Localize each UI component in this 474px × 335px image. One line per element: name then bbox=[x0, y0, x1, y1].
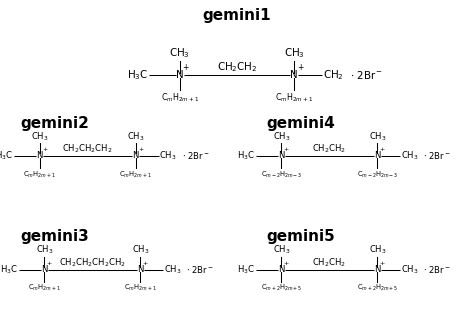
Text: +: + bbox=[42, 147, 47, 152]
Text: CH$_3$: CH$_3$ bbox=[31, 130, 48, 142]
Text: CH$_3$: CH$_3$ bbox=[127, 130, 145, 142]
Text: $\cdot$ 2Br$^-$: $\cdot$ 2Br$^-$ bbox=[186, 264, 214, 275]
Text: C$_{m-2}$H$_{2m-3}$: C$_{m-2}$H$_{2m-3}$ bbox=[261, 169, 302, 180]
Text: CH$_3$: CH$_3$ bbox=[401, 149, 419, 162]
Text: C$_m$H$_{2m+1}$: C$_m$H$_{2m+1}$ bbox=[124, 283, 157, 293]
Text: N: N bbox=[176, 70, 183, 80]
Text: N: N bbox=[374, 265, 381, 274]
Text: CH$_3$: CH$_3$ bbox=[273, 130, 290, 142]
Text: N: N bbox=[278, 265, 285, 274]
Text: CH$_3$: CH$_3$ bbox=[273, 244, 290, 256]
Text: +: + bbox=[182, 63, 189, 72]
Text: C$_{m-2}$H$_{2m-3}$: C$_{m-2}$H$_{2m-3}$ bbox=[356, 169, 398, 180]
Text: +: + bbox=[284, 261, 289, 266]
Text: $\cdot$ 2Br$^-$: $\cdot$ 2Br$^-$ bbox=[423, 264, 451, 275]
Text: +: + bbox=[284, 147, 289, 152]
Text: gemini2: gemini2 bbox=[20, 116, 89, 131]
Text: N: N bbox=[137, 265, 144, 274]
Text: $\cdot$ 2Br$^-$: $\cdot$ 2Br$^-$ bbox=[182, 150, 210, 161]
Text: C$_m$H$_{2m+1}$: C$_m$H$_{2m+1}$ bbox=[119, 169, 152, 180]
Text: +: + bbox=[143, 261, 148, 266]
Text: gemini3: gemini3 bbox=[20, 229, 89, 245]
Text: CH$_3$: CH$_3$ bbox=[369, 130, 386, 142]
Text: CH$_3$: CH$_3$ bbox=[159, 149, 177, 162]
Text: H$_3$C: H$_3$C bbox=[0, 149, 13, 162]
Text: C$_{m+2}$H$_{2m+5}$: C$_{m+2}$H$_{2m+5}$ bbox=[356, 283, 398, 293]
Text: CH$_3$: CH$_3$ bbox=[132, 244, 149, 256]
Text: H$_3$C: H$_3$C bbox=[127, 68, 148, 82]
Text: H$_3$C: H$_3$C bbox=[237, 263, 255, 276]
Text: H$_3$C: H$_3$C bbox=[0, 263, 18, 276]
Text: $\cdot$ 2Br$^-$: $\cdot$ 2Br$^-$ bbox=[350, 69, 383, 81]
Text: +: + bbox=[380, 261, 385, 266]
Text: CH$_3$: CH$_3$ bbox=[284, 46, 305, 60]
Text: N: N bbox=[278, 151, 285, 160]
Text: CH$_3$: CH$_3$ bbox=[36, 244, 53, 256]
Text: H$_3$C: H$_3$C bbox=[237, 149, 255, 162]
Text: N: N bbox=[132, 151, 139, 160]
Text: C$_m$H$_{2m+1}$: C$_m$H$_{2m+1}$ bbox=[23, 169, 56, 180]
Text: CH$_3$: CH$_3$ bbox=[369, 244, 386, 256]
Text: CH$_3$: CH$_3$ bbox=[401, 263, 419, 276]
Text: C$_m$H$_{2m+1}$: C$_m$H$_{2m+1}$ bbox=[275, 91, 313, 104]
Text: CH$_2$CH$_2$: CH$_2$CH$_2$ bbox=[312, 142, 346, 155]
Text: N: N bbox=[36, 151, 43, 160]
Text: C$_{m+2}$H$_{2m+5}$: C$_{m+2}$H$_{2m+5}$ bbox=[261, 283, 302, 293]
Text: C$_m$H$_{2m+1}$: C$_m$H$_{2m+1}$ bbox=[28, 283, 61, 293]
Text: gemini1: gemini1 bbox=[203, 8, 271, 23]
Text: CH$_3$: CH$_3$ bbox=[169, 46, 190, 60]
Text: +: + bbox=[297, 63, 303, 72]
Text: N: N bbox=[374, 151, 381, 160]
Text: $\cdot$ 2Br$^-$: $\cdot$ 2Br$^-$ bbox=[423, 150, 451, 161]
Text: CH$_3$: CH$_3$ bbox=[164, 263, 182, 276]
Text: gemini4: gemini4 bbox=[266, 116, 336, 131]
Text: CH$_2$CH$_2$: CH$_2$CH$_2$ bbox=[312, 256, 346, 269]
Text: C$_m$H$_{2m+1}$: C$_m$H$_{2m+1}$ bbox=[161, 91, 199, 104]
Text: +: + bbox=[380, 147, 385, 152]
Text: CH$_2$CH$_2$CH$_2$CH$_2$: CH$_2$CH$_2$CH$_2$CH$_2$ bbox=[59, 256, 126, 269]
Text: gemini5: gemini5 bbox=[266, 229, 336, 245]
Text: +: + bbox=[47, 261, 52, 266]
Text: CH$_2$CH$_2$CH$_2$: CH$_2$CH$_2$CH$_2$ bbox=[63, 142, 113, 155]
Text: +: + bbox=[138, 147, 143, 152]
Text: CH$_2$CH$_2$: CH$_2$CH$_2$ bbox=[217, 61, 257, 74]
Text: N: N bbox=[291, 70, 298, 80]
Text: CH$_2$: CH$_2$ bbox=[323, 68, 343, 82]
Text: N: N bbox=[41, 265, 48, 274]
